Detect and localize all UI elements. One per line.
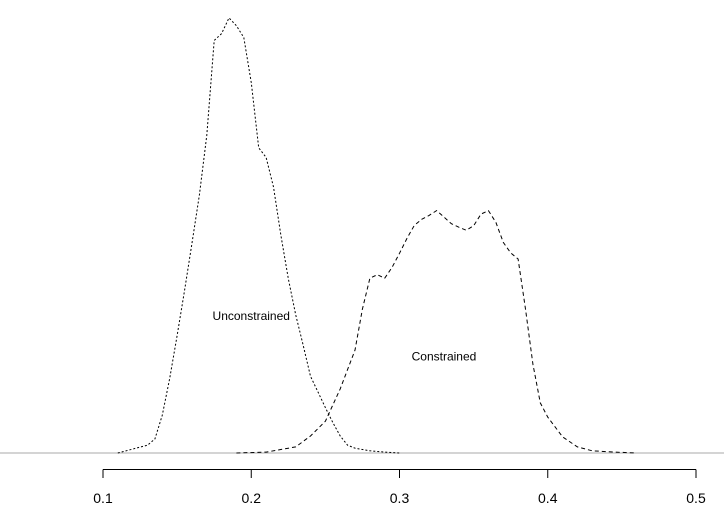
x-tick-label: 0.2 <box>242 490 262 506</box>
annotation-constrained-label: Constrained <box>412 350 477 364</box>
x-tick-label: 0.1 <box>93 490 113 506</box>
x-tick-label: 0.4 <box>538 490 558 506</box>
annotation-layer: Unconstrained Constrained <box>213 309 477 364</box>
series-layer <box>117 17 637 454</box>
annotation-unconstrained-label: Unconstrained <box>213 309 290 323</box>
x-ticks: 0.1 0.2 0.3 0.4 0.5 <box>93 469 706 506</box>
x-tick-label: 0.5 <box>686 490 706 506</box>
x-axis: 0.1 0.2 0.3 0.4 0.5 <box>93 469 706 506</box>
series-constrained-line <box>236 209 637 454</box>
series-unconstrained-line <box>117 17 400 454</box>
x-tick-label: 0.3 <box>390 490 410 506</box>
